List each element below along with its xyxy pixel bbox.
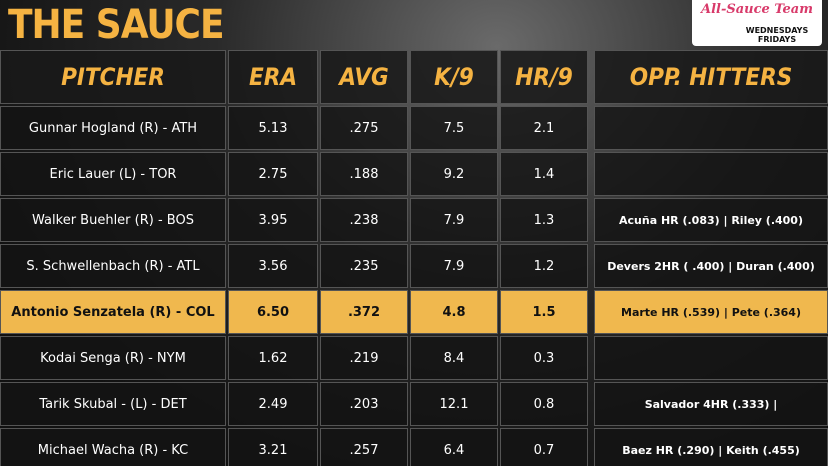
brand-title: THE SAUCE [8, 2, 225, 48]
pitcher-cell: Michael Wacha (R) - KC [0, 428, 226, 466]
opp-cell: Devers 2HR ( .400) | Duran (.400) [594, 244, 828, 288]
pitcher-cell: Antonio Senzatela (R) - COL [0, 290, 226, 334]
column-header: HR/9 [500, 50, 588, 104]
pitcher-cell: Walker Buehler (R) - BOS [0, 198, 226, 242]
column-header: PITCHER [0, 50, 226, 104]
badge-script: All-Sauce Team [701, 2, 813, 17]
badge-days: WEDNESDAYS FRIDAYS [745, 26, 809, 44]
pitcher-cell: Eric Lauer (L) - TOR [0, 152, 226, 196]
stat-cell: 0.8 [500, 382, 588, 426]
stat-cell: 3.56 [228, 244, 318, 288]
opp-cell: Marte HR (.539) | Pete (.364) [594, 290, 828, 334]
column-header: AVG [320, 50, 408, 104]
stat-cell: .219 [320, 336, 408, 380]
stat-cell: 3.95 [228, 198, 318, 242]
stat-cell: .275 [320, 106, 408, 150]
stat-cell: .203 [320, 382, 408, 426]
stat-cell: 6.50 [228, 290, 318, 334]
stat-cell: 0.7 [500, 428, 588, 466]
column-header: OPP. HITTERS [594, 50, 828, 104]
stat-cell: 3.21 [228, 428, 318, 466]
opp-cell [594, 336, 828, 380]
badge: All-Sauce Team WEDNESDAYS FRIDAYS [692, 0, 822, 46]
stat-cell: 7.9 [410, 198, 498, 242]
stat-cell: 2.75 [228, 152, 318, 196]
stat-cell: .238 [320, 198, 408, 242]
stat-cell: .235 [320, 244, 408, 288]
stat-cell: 8.4 [410, 336, 498, 380]
stat-cell: 7.9 [410, 244, 498, 288]
stat-cell: 1.2 [500, 244, 588, 288]
stat-cell: 1.4 [500, 152, 588, 196]
column-header: K/9 [410, 50, 498, 104]
stat-cell: 12.1 [410, 382, 498, 426]
stat-cell: 2.1 [500, 106, 588, 150]
pitcher-cell: Gunnar Hogland (R) - ATH [0, 106, 226, 150]
stat-cell: 1.62 [228, 336, 318, 380]
opp-cell [594, 152, 828, 196]
stat-cell: 6.4 [410, 428, 498, 466]
stat-cell: 5.13 [228, 106, 318, 150]
column-header: ERA [228, 50, 318, 104]
opp-cell: Salvador 4HR (.333) | [594, 382, 828, 426]
stat-cell: .188 [320, 152, 408, 196]
opp-cell [594, 106, 828, 150]
stat-cell: 7.5 [410, 106, 498, 150]
pitcher-cell: Kodai Senga (R) - NYM [0, 336, 226, 380]
pitcher-cell: Tarik Skubal - (L) - DET [0, 382, 226, 426]
stat-cell: 4.8 [410, 290, 498, 334]
stat-cell: .257 [320, 428, 408, 466]
stat-cell: 2.49 [228, 382, 318, 426]
opp-cell: Baez HR (.290) | Keith (.455) [594, 428, 828, 466]
stat-cell: 9.2 [410, 152, 498, 196]
pitcher-cell: S. Schwellenbach (R) - ATL [0, 244, 226, 288]
opp-cell: Acuña HR (.083) | Riley (.400) [594, 198, 828, 242]
stat-cell: 0.3 [500, 336, 588, 380]
stat-cell: .372 [320, 290, 408, 334]
stat-cell: 1.3 [500, 198, 588, 242]
stat-cell: 1.5 [500, 290, 588, 334]
